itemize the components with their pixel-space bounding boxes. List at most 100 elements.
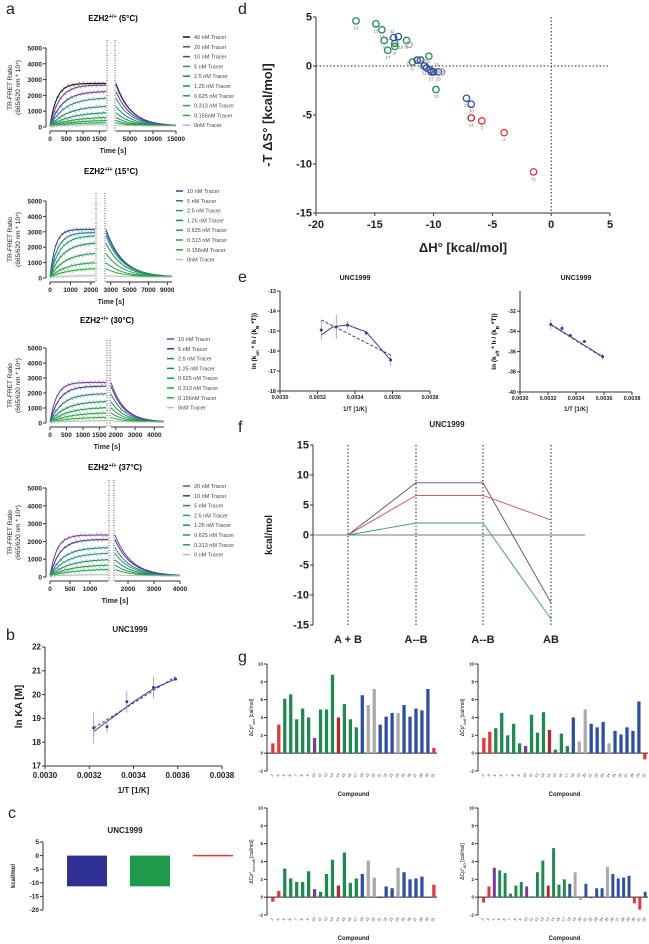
point-label: 12 [386,36,392,41]
trace-fit-association [49,407,106,423]
ylabel-b: [cal/mol] [249,698,255,719]
x-tick-label: 27 [624,773,629,778]
legend-entry: 2.5 nM Tracer [187,209,221,215]
y-tick-label: 3000 [28,521,43,528]
x-tick-label: 23 [600,773,605,778]
ylabel-b: [cal/mol] [460,843,466,864]
legend-entry: 0.156nM Tracer [178,396,217,402]
x-tick-label: 26 [407,773,412,778]
data-point [437,68,446,76]
bar [573,872,577,898]
chart-title: EZH2+/+ (37°C) [88,463,142,472]
bar [336,885,341,898]
legend-entry: 0.625 nM Tracer [194,533,234,539]
title-tail: (5°C) [117,14,138,23]
x-tick-label: 16 [556,917,561,922]
bar [625,727,629,754]
data-point [568,333,572,337]
bar [579,897,583,900]
x-axis-label: Time [s] [94,444,121,451]
bar [306,871,311,898]
ylabel-a: ln (k [251,355,258,369]
x-tick-label: 10 [523,917,528,922]
x-tick-label: 24 [395,917,400,922]
x-tick-label: 19 [576,773,581,778]
bar [360,695,364,754]
e1-y-tick-label: -16 [268,349,276,355]
x-tick-label: 7 [508,918,512,922]
bar [525,886,529,898]
x-tick-label: 20 [582,773,587,778]
y-axis-label-units: (665/620 nm * 10⁴) [15,60,22,115]
data-point [372,20,380,28]
x-tick-label: 20 [371,917,376,922]
c-y-tick-label: 5 [35,839,39,846]
data-point [425,52,433,61]
x-tick-label: 17 [353,917,358,922]
g2-y-tick-label: 4 [471,715,474,720]
x-tick-label: 23 [389,773,394,778]
title-main: EZH2 [80,316,101,325]
e2-y-tick-label: -36 [508,349,516,355]
y-tick-label: 3000 [28,376,43,383]
c-y-tick-label: -15 [30,894,40,901]
bar [546,885,550,898]
x-axis-label: ΔH° [kcal/mol] [419,240,507,255]
x-tick-label: 3000 [128,432,143,439]
x-tick-label: 1000 [76,136,91,143]
trace-fit-dissociation [114,559,180,577]
y-tick-label: 2000 [28,539,43,546]
bar [568,883,572,898]
data-point [380,36,389,45]
bar [289,694,293,754]
x-tick-label: 6 [288,774,292,778]
x-tick-label: 16 [558,773,563,778]
trace-fit-association [49,569,108,577]
bar [482,897,486,903]
legend-entry: 1.25 nM Tracer [194,84,231,90]
f-y-tick-label: -5 [299,560,309,572]
d-y-tick-label: 0 [306,61,312,73]
data-point [477,117,486,125]
x-tick-label: 8 [300,918,304,922]
x-tick-label: 15000 [167,136,185,143]
x-tick-label: 2 [270,774,274,778]
trace-fit-association [49,97,107,127]
y-tick-label: 3000 [28,229,43,236]
x-tick-label: 21 [588,773,593,778]
y-axis-label: TR-FRET Ratio [7,510,14,555]
legend-entry: 20 nM Tracer [194,484,227,490]
b-y-tick-label: 17 [32,762,41,771]
data-point [408,58,417,66]
bar [348,882,353,898]
legend-entry: 0nM Tracer [194,123,222,129]
g4-y-tick-label: -2 [470,913,474,918]
x-tick-label: 7000 [141,287,156,294]
y-tick-label: 1000 [28,406,43,413]
bar [622,877,626,898]
panel-label-b: b [6,627,15,644]
bar [487,886,491,898]
bar [295,882,299,898]
data-point [429,68,438,76]
x-tick-label: 25 [401,773,406,778]
bar [360,873,364,898]
d-y-tick-label: -10 [296,159,312,171]
bar [595,888,599,898]
e2-x-tick-label: 0.0030 [512,396,529,402]
legend-entry: 0 nM Tracer [194,553,224,559]
chart-title: UNC1999 [429,420,465,429]
point-label: 2 [503,137,506,142]
data-point [394,32,403,41]
trace-fit-association [49,564,109,577]
bar [577,741,581,754]
b-y-tick-label: 21 [32,666,41,675]
x-tick-label: 31 [430,773,435,778]
f-y-tick-label: -15 [293,620,309,632]
bar [559,733,564,754]
trace-fit-association [49,559,108,577]
bar [627,875,631,898]
x-tick-label: 25 [401,917,406,922]
title-main: EZH2 [84,167,105,176]
bar [535,732,540,754]
